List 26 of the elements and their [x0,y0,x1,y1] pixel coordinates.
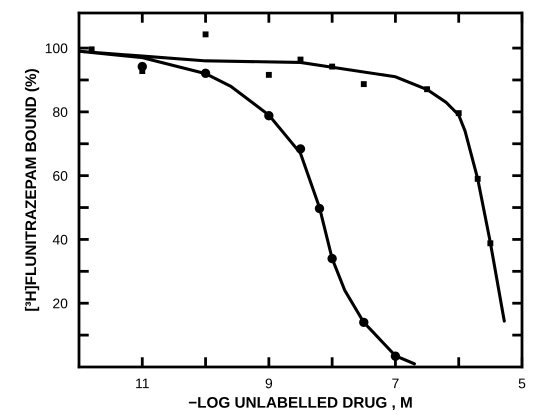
x-tick-label: 7 [392,378,399,388]
point [390,352,400,361]
point [487,240,494,246]
x-tick-label: 5 [518,378,526,388]
point [329,64,336,70]
point [314,204,324,214]
point [456,110,462,116]
point [266,72,272,78]
point [424,86,430,92]
point [202,31,209,38]
y-tick-label: 80 [53,107,68,118]
x-axis-title: −LOG UNLABELLED DRUG , M [188,397,412,410]
point [264,111,274,120]
point [474,176,481,182]
point [296,144,306,154]
y-tick-label: 40 [52,234,68,245]
y-axis-title: [³H]FLUNITRAZEPAM BOUND (%) [24,69,40,311]
point [360,81,367,88]
y-tick-label: 20 [53,298,68,308]
y-tick-label: 100 [46,43,68,54]
y-tick-label: 60 [53,170,68,181]
point [200,68,210,78]
x-tick-label: 11 [136,378,149,388]
x-tick-label: 9 [266,378,272,388]
point [327,254,337,264]
point [359,318,368,328]
